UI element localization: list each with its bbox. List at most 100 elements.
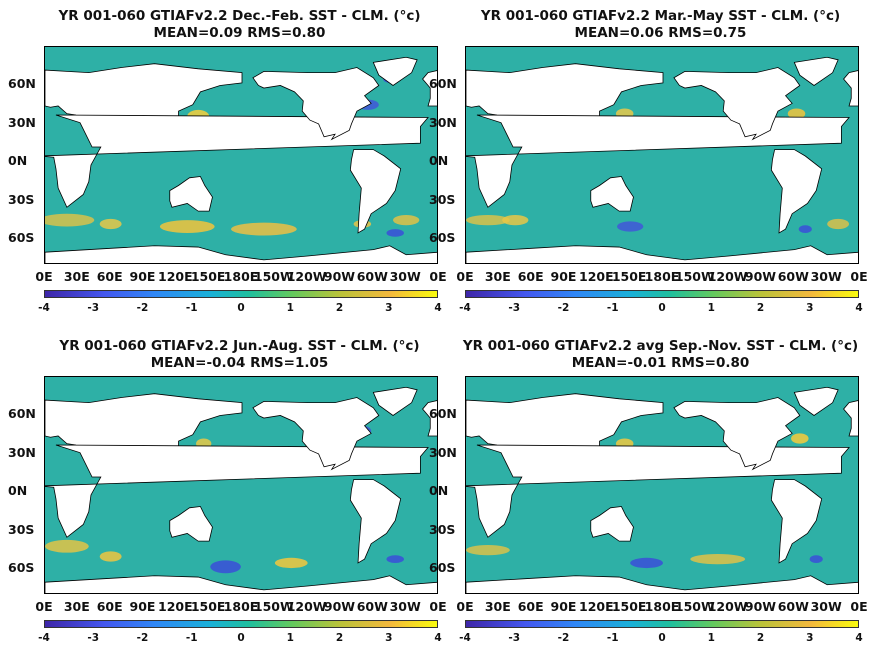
colorbar-tick-label: -3 (508, 632, 521, 644)
land-mass (673, 397, 801, 471)
anomaly-region (274, 557, 308, 569)
anomaly-region (502, 214, 529, 226)
x-tick-label: 0E (850, 599, 868, 614)
colorbar (44, 620, 438, 628)
colorbar-tick-label: 2 (335, 632, 344, 644)
y-tick-label: 30S (8, 191, 35, 207)
land-mass (770, 479, 823, 564)
panel-title: YR 001-060 GTIAFv2.2 Jun.-Aug. SST - CLM… (59, 338, 420, 354)
x-tick-label: 90E (550, 269, 577, 284)
x-tick-label: 60W (777, 269, 809, 284)
anomaly-region (386, 229, 404, 237)
colorbar-tick-label: 2 (335, 302, 344, 314)
land-mass (372, 56, 418, 86)
land-mass (770, 149, 823, 234)
x-tick-label: 0E (35, 269, 53, 284)
colorbar-tick-label: -2 (557, 632, 570, 644)
y-tick-label: 0N (8, 483, 28, 499)
land-mass (252, 67, 380, 141)
land-mass (843, 400, 858, 437)
y-tick-label: 30N (8, 444, 36, 460)
anomaly-region (45, 539, 89, 553)
anomaly-region (159, 220, 215, 233)
anomaly-region (787, 108, 806, 119)
x-tick-label: 0E (456, 599, 474, 614)
x-tick-label: 150E (611, 269, 647, 284)
map-canvas (466, 386, 858, 593)
land-mass (793, 56, 839, 86)
land-mass (169, 506, 213, 542)
y-tick-label: 30S (429, 191, 456, 207)
land-mass (590, 176, 634, 212)
colorbar-tick-label: 1 (286, 302, 294, 314)
colorbar (465, 290, 859, 298)
x-tick-label: 0E (35, 599, 53, 614)
x-tick-label: 60E (517, 599, 544, 614)
x-tick-label: 120W (286, 269, 327, 284)
x-tick-label: 180E (644, 269, 680, 284)
x-tick-label: 60E (96, 269, 123, 284)
anomaly-region (393, 214, 420, 226)
x-tick-label: 120W (707, 269, 748, 284)
x-tick-label: 30W (389, 599, 421, 614)
x-tick-label: 150E (190, 599, 226, 614)
y-tick-label: 60N (429, 76, 457, 92)
panel-subtitle: MEAN=-0.04 RMS=1.05 (150, 355, 329, 371)
anomaly-region (210, 560, 241, 574)
sst-panel: YR 001-060 GTIAFv2.2 Jun.-Aug. SST - CLM… (0, 330, 454, 656)
y-tick-label: 0N (429, 153, 449, 169)
sst-panel: YR 001-060 GTIAFv2.2 avg Sep.-Nov. SST -… (421, 330, 875, 656)
land-mass (252, 397, 380, 471)
colorbar-tick-label: 2 (756, 632, 765, 644)
x-tick-label: 90E (129, 269, 156, 284)
anomaly-region (690, 553, 746, 565)
x-tick-label: 0E (850, 269, 868, 284)
x-tick-label: 60W (356, 269, 388, 284)
panel-subtitle: MEAN=0.06 RMS=0.75 (574, 25, 747, 41)
sst-anomaly-map (465, 376, 859, 594)
y-tick-label: 0N (8, 153, 28, 169)
y-tick-label: 30S (8, 521, 35, 537)
land-mass (422, 400, 437, 437)
land-mass (673, 67, 801, 141)
x-tick-label: 30E (63, 269, 90, 284)
x-tick-label: 30E (484, 269, 511, 284)
panel-subtitle: MEAN=0.09 RMS=0.80 (153, 25, 326, 41)
map-canvas (45, 56, 437, 263)
colorbar-tick-label: -1 (606, 302, 619, 314)
y-tick-label: 60S (429, 230, 456, 246)
sst-anomaly-map (465, 46, 859, 264)
colorbar-tick-label: -3 (508, 302, 521, 314)
panel-title: YR 001-060 GTIAFv2.2 avg Sep.-Nov. SST -… (462, 338, 859, 354)
anomaly-region (45, 213, 95, 227)
x-tick-label: 60E (517, 269, 544, 284)
sst-anomaly-map (44, 376, 438, 594)
colorbar-tick-label: -3 (87, 302, 100, 314)
x-tick-label: 150E (190, 269, 226, 284)
x-tick-label: 60E (96, 599, 123, 614)
anomaly-region (791, 433, 809, 444)
anomaly-region (630, 557, 663, 569)
land-mass (590, 506, 634, 542)
anomaly-region (466, 214, 510, 226)
x-tick-label: 90E (550, 599, 577, 614)
x-tick-label: 30W (810, 599, 842, 614)
x-tick-label: 120E (579, 269, 614, 284)
colorbar-tick-label: 1 (707, 632, 715, 644)
colorbar-tick-label: 0 (658, 632, 666, 644)
anomaly-region (617, 221, 644, 232)
land-mass (466, 245, 858, 263)
colorbar-tick-label: -2 (136, 302, 149, 314)
x-tick-label: 180E (223, 269, 259, 284)
land-mass (45, 575, 437, 593)
x-tick-label: 30W (810, 269, 842, 284)
x-tick-label: 0E (429, 599, 447, 614)
x-tick-label: 90W (744, 599, 777, 614)
x-tick-label: 90E (129, 599, 156, 614)
y-tick-label: 30N (429, 114, 457, 130)
colorbar-tick-label: -2 (136, 632, 149, 644)
anomaly-region (798, 225, 812, 233)
y-tick-label: 60S (8, 560, 35, 576)
x-tick-label: 60W (356, 599, 388, 614)
anomaly-region (99, 218, 122, 230)
